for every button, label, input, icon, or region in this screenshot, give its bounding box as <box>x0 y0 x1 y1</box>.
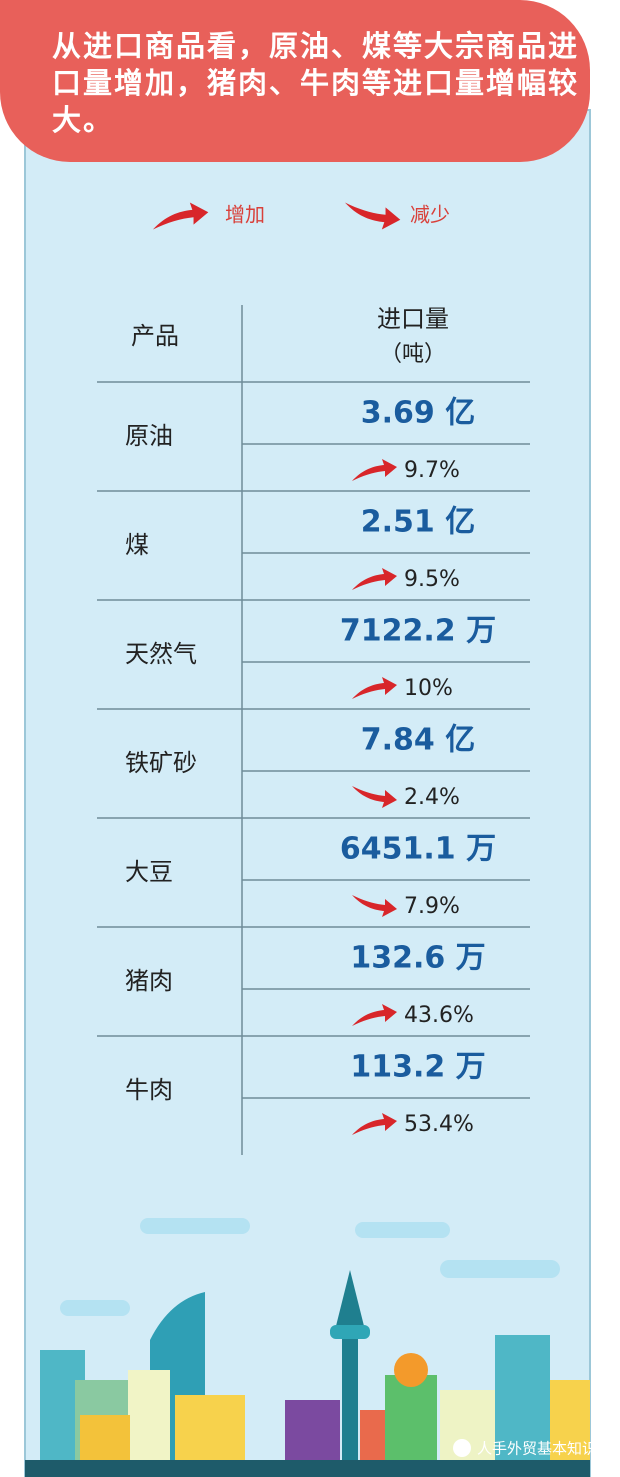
watermark: 人手外贸基本知识 <box>477 1440 597 1458</box>
title: 从进口商品看，原油、煤等大宗商品进口量增加，猪肉、牛肉等进口量增幅较大。 <box>52 29 580 137</box>
cloud <box>140 1218 250 1234</box>
volume: 3.69 亿 <box>361 396 475 431</box>
tower <box>335 1270 365 1460</box>
header-product: 产品 <box>131 322 179 350</box>
legend-decrease: 减少 <box>410 203 450 227</box>
change: 2.4% <box>404 785 460 810</box>
header-volume: 进口量 <box>377 305 449 333</box>
cloud <box>440 1260 560 1278</box>
change: 53.4% <box>404 1112 474 1137</box>
dome <box>394 1353 428 1387</box>
volume: 132.6 万 <box>350 941 485 976</box>
building <box>385 1375 437 1460</box>
volume: 7.84 亿 <box>361 723 475 758</box>
building <box>495 1335 550 1460</box>
building <box>285 1400 340 1460</box>
building <box>175 1395 245 1460</box>
product: 天然气 <box>125 640 197 668</box>
change: 9.7% <box>404 458 460 483</box>
change: 43.6% <box>404 1003 474 1028</box>
volume: 2.51 亿 <box>361 505 475 540</box>
legend-increase: 增加 <box>225 203 265 227</box>
title-box <box>0 0 590 162</box>
skyline <box>25 1218 590 1477</box>
product: 猪肉 <box>125 967 173 995</box>
product: 牛肉 <box>125 1076 173 1104</box>
building <box>128 1370 170 1460</box>
cloud <box>355 1222 450 1238</box>
volume: 6451.1 万 <box>340 832 496 867</box>
cloud <box>60 1300 130 1316</box>
table-rows: 原油 3.69 亿 9.7% 煤 2.51 亿 9.5% 天然气 7122.2 万 10% 铁矿砂… <box>97 381 530 1137</box>
product: 原油 <box>125 422 173 450</box>
volume: 113.2 万 <box>350 1050 485 1085</box>
product: 煤 <box>125 531 149 559</box>
building <box>80 1415 130 1460</box>
volume: 7122.2 万 <box>340 614 496 649</box>
tower-deck <box>330 1325 370 1339</box>
change: 9.5% <box>404 567 460 592</box>
header-unit: （吨） <box>380 342 446 367</box>
panel <box>24 109 591 1477</box>
product: 铁矿砂 <box>125 749 197 777</box>
change: 10% <box>404 676 453 701</box>
title-box-corner <box>0 0 120 80</box>
wechat-icon <box>453 1439 471 1457</box>
change: 7.9% <box>404 894 460 919</box>
ground <box>25 1460 590 1477</box>
product: 大豆 <box>125 858 173 886</box>
building <box>550 1380 590 1460</box>
